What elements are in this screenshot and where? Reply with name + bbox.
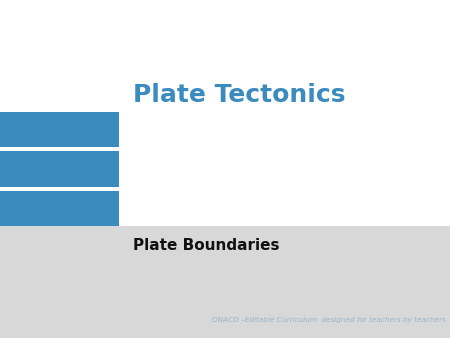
Text: ONACD –Editable Curriculum  designed for teachers by teachers: ONACD –Editable Curriculum designed for … <box>212 317 446 323</box>
Text: Plate Tectonics: Plate Tectonics <box>133 83 345 107</box>
Bar <box>0 112 119 147</box>
Bar <box>0 151 119 187</box>
Bar <box>0 191 119 226</box>
Text: Plate Boundaries: Plate Boundaries <box>133 238 279 252</box>
Bar <box>0 226 450 338</box>
